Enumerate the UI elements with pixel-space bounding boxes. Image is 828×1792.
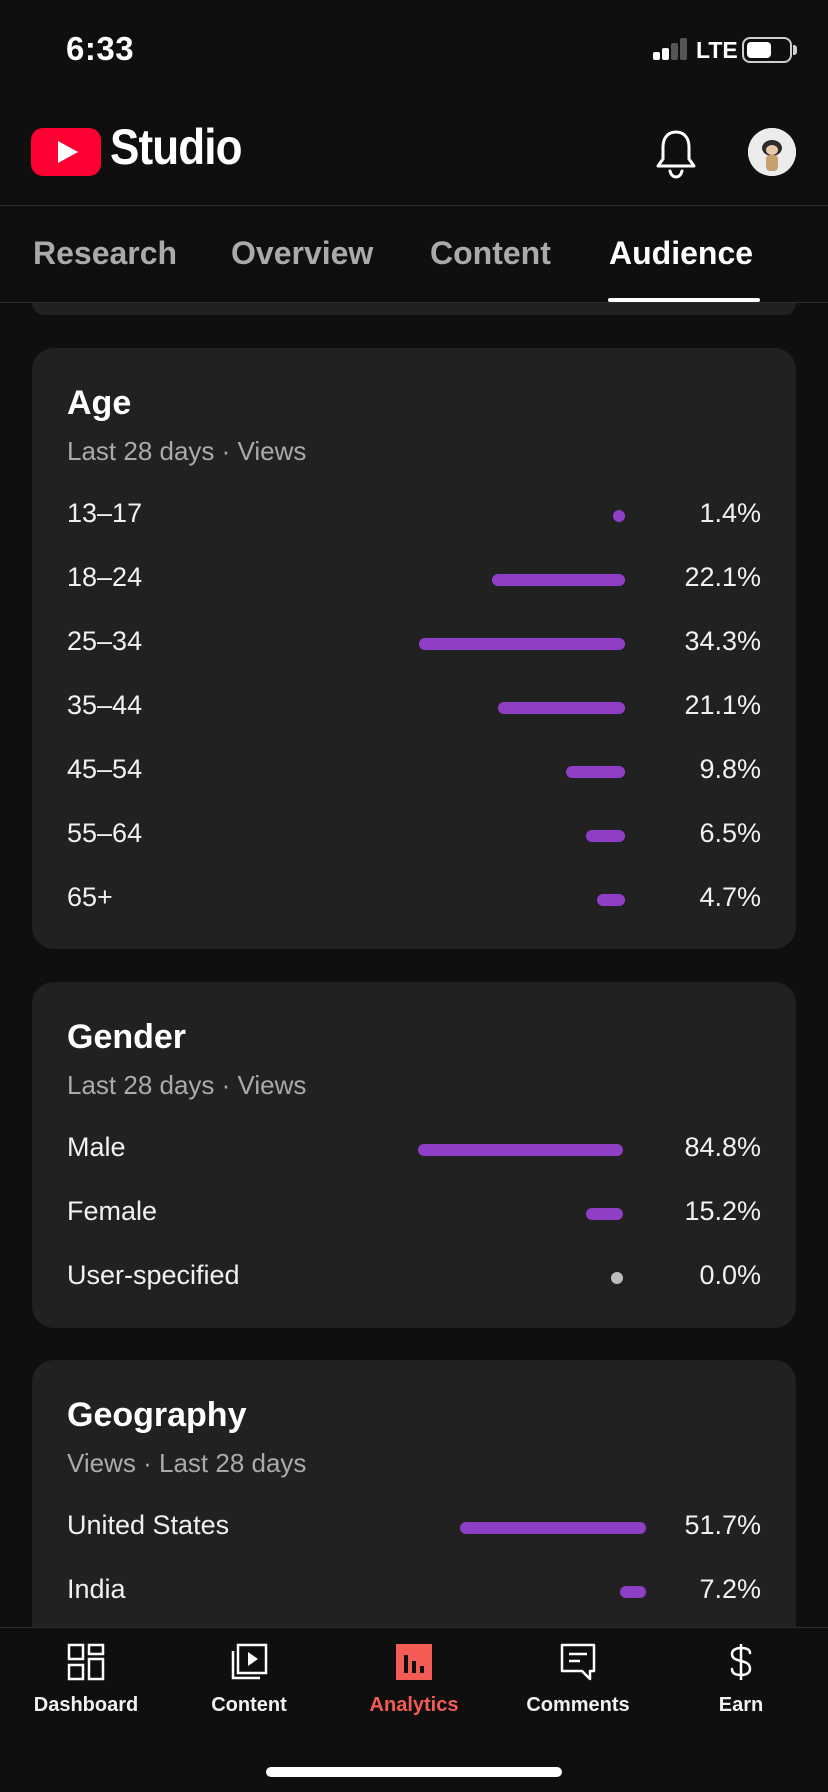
breakdown-row: 18–24 22.1% [32,560,796,600]
row-label: 45–54 [67,754,143,784]
row-value: 21.1% [684,690,761,720]
breakdown-row: Male 84.8% [32,1130,796,1170]
bar [419,638,625,650]
card-subtitle: Last 28 days · Views [67,1070,307,1100]
signal-icon [653,38,689,60]
row-value: 9.8% [699,754,761,784]
card-title: Age [67,384,132,422]
status-time: 6:33 [66,30,135,67]
tab-content[interactable]: Content [430,235,551,271]
card-subtitle: Last 28 days · Views [67,436,307,466]
row-value: 1.4% [699,498,761,528]
breakdown-row: 25–34 34.3% [32,624,796,664]
row-label: India [67,1574,126,1604]
row-label: 25–34 [67,626,143,656]
row-value: 84.8% [684,1132,761,1162]
row-value: 0.0% [699,1260,761,1290]
row-label: 13–17 [67,498,143,528]
home-indicator [266,1767,562,1777]
bar [459,1522,646,1534]
breakdown-row: User-specified 0.0% [32,1258,796,1298]
bar [596,894,625,906]
nav-analytics[interactable]: Analytics [331,1628,497,1738]
battery-icon [742,37,792,63]
bell-icon[interactable] [654,128,698,180]
bar [620,1586,646,1598]
nav-label: Content [211,1694,287,1716]
card-title: Geography [67,1396,247,1434]
row-value: 15.2% [684,1196,761,1226]
bar [498,702,625,714]
breakdown-row: 45–54 9.8% [32,752,796,792]
analytics-icon [396,1644,432,1680]
nav-content[interactable]: Content [166,1628,332,1738]
tab-research[interactable]: Research [33,235,178,271]
breakdown-row: 35–44 21.1% [32,688,796,728]
tab-active-indicator [608,298,760,302]
breakdown-row: 13–17 1.4% [32,496,796,536]
row-label: Male [67,1132,126,1162]
row-value: 6.5% [699,818,761,848]
youtube-logo-icon[interactable] [31,128,101,176]
bar [566,766,625,778]
previous-card-edge [32,303,796,315]
row-label: 65+ [67,882,113,912]
breakdown-row: India 7.2% [32,1572,796,1612]
breakdown-row: 65+ 4.7% [32,880,796,920]
battery-fill [747,42,771,58]
gender-card: Gender Last 28 days · Views Male 84.8% Fem… [32,982,796,1328]
row-value: 4.7% [699,882,761,912]
nav-label: Earn [718,1694,764,1716]
tab-bar: Research Overview Content Audience [0,207,828,303]
row-label: 55–64 [67,818,143,848]
bar [492,574,625,586]
nav-earn[interactable]: Earn [658,1628,824,1738]
breakdown-row: United States 51.7% [32,1508,796,1548]
dashboard-icon [67,1643,105,1681]
avatar[interactable] [748,128,796,176]
breakdown-row: Female 15.2% [32,1194,796,1234]
nav-label: Comments [526,1694,630,1716]
bar-dot [611,1272,623,1284]
bar [586,830,625,842]
status-bar: 6:33 LTE [0,0,828,100]
comments-icon [560,1643,596,1681]
nav-label: Analytics [369,1694,459,1716]
row-value: 51.7% [684,1510,761,1540]
nav-comments[interactable]: Comments [495,1628,661,1738]
battery-nub [793,45,797,55]
breakdown-row: 55–64 6.5% [32,816,796,856]
app-header: Studio [0,100,828,206]
row-value: 7.2% [699,1574,761,1604]
row-label: 35–44 [67,690,143,720]
nav-label: Dashboard [33,1694,139,1716]
bar [417,1144,623,1156]
bottom-nav: Dashboard Content Analytics Comments [0,1627,828,1792]
tab-audience[interactable]: Audience [609,235,754,271]
earn-icon [730,1644,752,1680]
app-name: Studio [110,119,242,175]
card-subtitle: Views · Last 28 days [67,1448,307,1478]
content-icon [231,1643,268,1680]
bar [586,1208,623,1220]
nav-dashboard[interactable]: Dashboard [3,1628,169,1738]
tab-overview[interactable]: Overview [231,235,374,271]
row-label: 18–24 [67,562,143,592]
row-label: Female [67,1196,158,1226]
card-title: Gender [67,1018,187,1056]
bar-dot [613,510,625,522]
age-card: Age Last 28 days · Views 13–17 1.4% 18–24 2… [32,348,796,949]
row-label: User-specified [67,1260,240,1290]
row-value: 34.3% [684,626,761,656]
row-label: United States [67,1510,230,1540]
geography-card: Geography Views · Last 28 days United St… [32,1360,796,1660]
network-label: LTE [696,37,738,63]
row-value: 22.1% [684,562,761,592]
